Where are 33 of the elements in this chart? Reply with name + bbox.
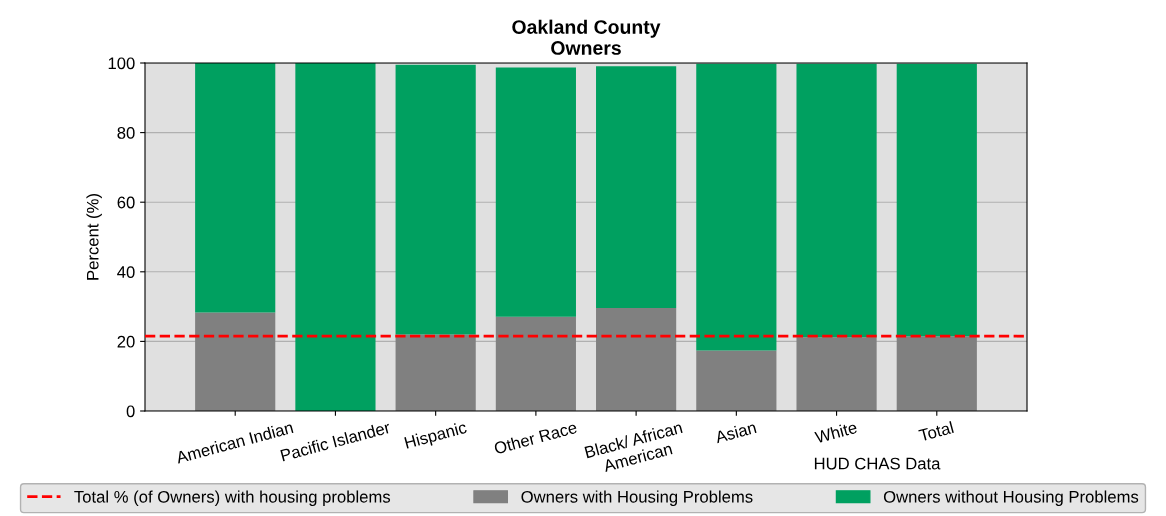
bar: [696, 63, 777, 351]
x-tick-label: Total: [918, 421, 954, 442]
bar: [195, 63, 276, 313]
legend-label: Owners with Housing Problems: [521, 490, 753, 506]
bar: [796, 337, 877, 411]
y-axis-title: Percent (%): [86, 194, 102, 280]
y-tick-label: 20: [117, 335, 135, 348]
y-tick-label: 40: [117, 266, 135, 278]
y-tick-label: 60: [117, 196, 135, 209]
bar: [495, 316, 576, 411]
bar: [195, 312, 276, 411]
bar: [495, 67, 576, 317]
x-tick-label: Black/ African American: [584, 421, 683, 473]
x-tick-label: Hispanic: [404, 420, 469, 452]
bar: [596, 66, 677, 308]
bar: [596, 307, 677, 411]
bar: [696, 350, 777, 411]
y-tick-label: 0: [126, 405, 135, 418]
legend-label: Total % (of Owners) with housing problems: [74, 490, 391, 506]
bar: [796, 63, 877, 338]
bar: [295, 63, 376, 411]
bar: [395, 64, 476, 335]
text: HUD CHAS Data: [814, 457, 941, 470]
x-tick-label: Asian: [714, 421, 757, 444]
legend-label: Owners without Housing Problems: [883, 490, 1139, 506]
x-tick-label: White: [814, 420, 858, 444]
chart-title: Oakland County Owners: [512, 19, 661, 55]
bar: [395, 334, 476, 411]
y-tick-label: 100: [108, 57, 135, 70]
bar: [896, 336, 977, 411]
y-tick-label: 80: [117, 127, 135, 139]
x-tick-label: Other Race: [493, 420, 578, 455]
bar: [896, 63, 977, 337]
